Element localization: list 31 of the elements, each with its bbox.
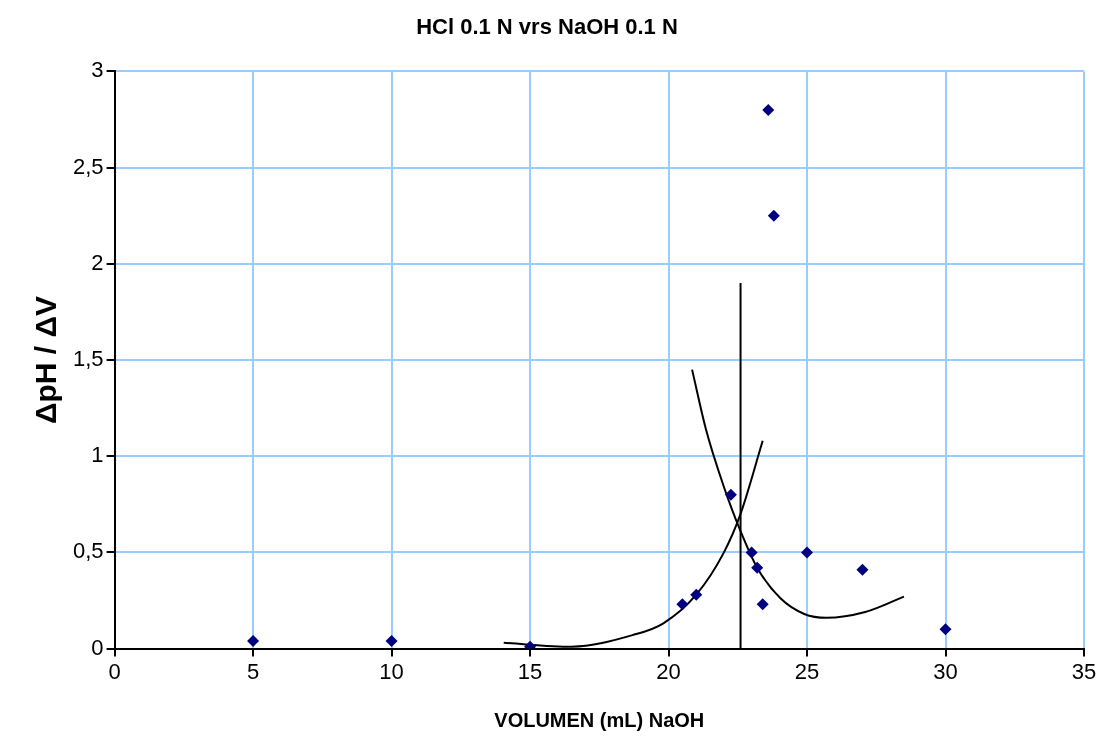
point — [690, 588, 703, 601]
point — [762, 103, 775, 116]
y-axis-title: ΔpH / ΔV — [29, 295, 63, 425]
point — [939, 623, 952, 636]
point — [676, 598, 689, 611]
x-tick-label: 10 — [379, 658, 404, 684]
x-tick-label: 5 — [246, 658, 260, 684]
y-tick-label: 1,5 — [72, 346, 104, 372]
x-tick-label: 0 — [108, 658, 121, 684]
point — [247, 634, 260, 647]
y-tick-label: 0,5 — [72, 538, 104, 564]
y-tick-label: 2,5 — [72, 153, 104, 179]
y-tick-label: 3 — [91, 57, 104, 83]
x-tick-label: 15 — [517, 658, 543, 684]
point — [856, 563, 869, 576]
point — [767, 209, 780, 222]
x-tick-label: 35 — [1071, 658, 1097, 684]
y-tick-label: 1 — [91, 442, 104, 468]
point — [801, 546, 814, 559]
y-tick-label: 0 — [91, 634, 104, 660]
x-tick-label: 20 — [656, 658, 681, 684]
point — [724, 488, 737, 501]
x-tick-label: 30 — [933, 658, 958, 684]
chart-title: HCl 0.1 N vrs NaOH 0.1 N — [416, 14, 678, 40]
y-tick-label: 2 — [91, 249, 104, 275]
point — [745, 546, 758, 559]
x-axis-title: VOLUMEN (mL) NaOH — [494, 708, 705, 731]
point — [751, 561, 764, 574]
x-tick-label: 25 — [794, 658, 820, 684]
point — [385, 634, 398, 647]
point — [756, 598, 769, 611]
